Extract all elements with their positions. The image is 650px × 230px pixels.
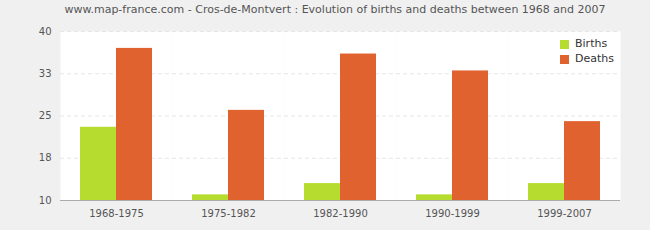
- svg-text:1968-1975: 1968-1975: [89, 208, 144, 219]
- svg-text:40: 40: [39, 26, 52, 37]
- svg-text:1990-1999: 1990-1999: [425, 208, 480, 219]
- svg-text:1975-1982: 1975-1982: [201, 208, 256, 219]
- html-text:Deaths: Deaths: [575, 52, 614, 65]
- svg-text:33: 33: [39, 68, 52, 79]
- html-text:www.map-france.com - Cros-de-M: www.map-france.com - Cros-de-Montvert : …: [64, 3, 606, 16]
- svg-text:25: 25: [39, 110, 52, 121]
- svg-text:1982-1990: 1982-1990: [313, 208, 368, 219]
- svg-text:1999-2007: 1999-2007: [537, 208, 592, 219]
- svg-text:18: 18: [39, 152, 52, 163]
- html-text:Births: Births: [575, 37, 608, 50]
- svg-text:10: 10: [39, 195, 52, 206]
